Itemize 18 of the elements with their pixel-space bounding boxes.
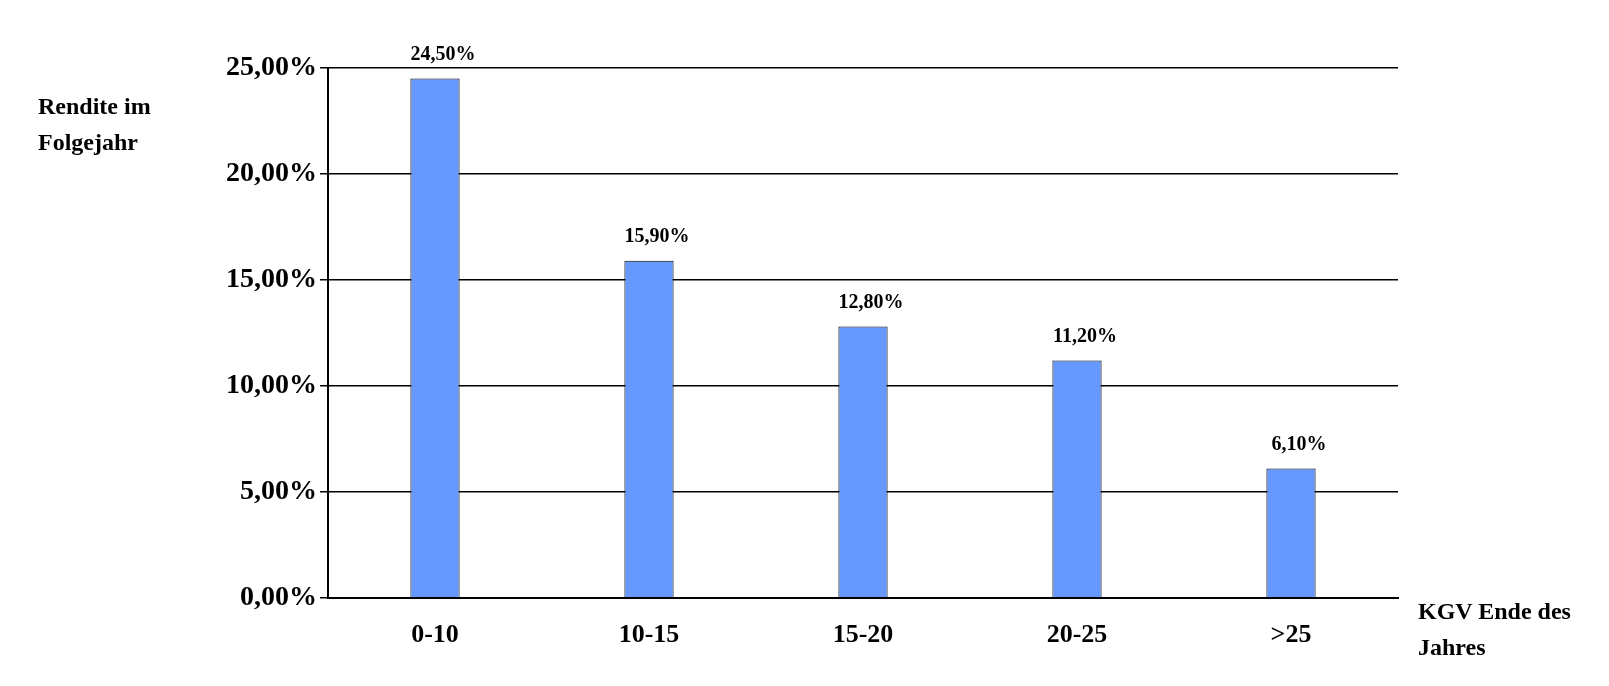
data-label: 11,20% <box>1053 323 1117 346</box>
y-tick-label: 0,00% <box>240 580 317 612</box>
x-axis-title: KGV Ende des Jahres <box>1418 597 1572 662</box>
y-axis-title: Rendite im Folgejahr <box>38 92 152 157</box>
data-label: 6,10% <box>1271 431 1327 454</box>
y-tick-label: 10,00% <box>226 368 317 400</box>
x-tick-label: >25 <box>1270 619 1312 649</box>
x-tick-label: 20-25 <box>1046 619 1108 649</box>
x-tick-label: 10-15 <box>618 619 680 649</box>
x-tick-label: 15-20 <box>832 619 894 649</box>
x-tick-label: 0-10 <box>411 619 459 649</box>
data-label: 24,50% <box>410 41 476 64</box>
y-tick-label: 20,00% <box>226 156 317 188</box>
data-label: 15,90% <box>624 224 690 247</box>
y-tick-label: 15,00% <box>226 262 317 294</box>
y-tick-label: 5,00% <box>240 474 317 506</box>
y-tick-label: 25,00% <box>226 50 317 82</box>
data-label: 12,80% <box>838 289 904 312</box>
